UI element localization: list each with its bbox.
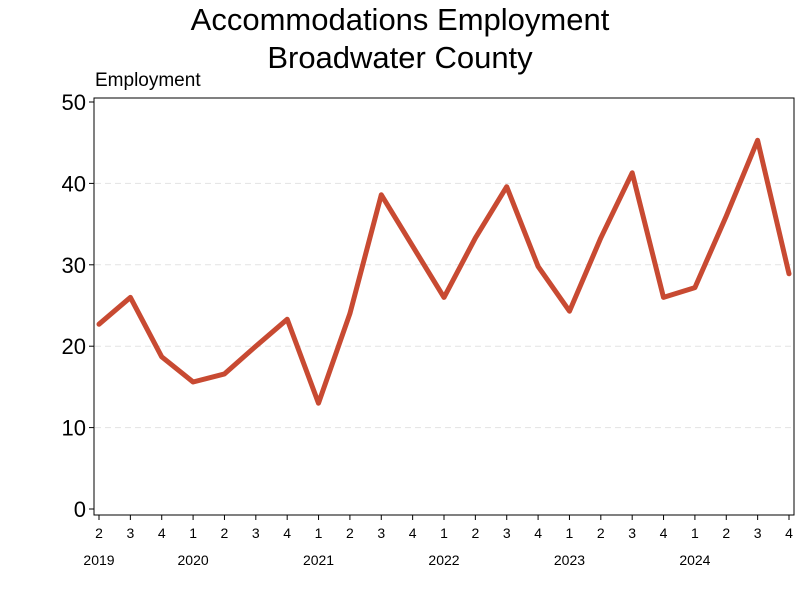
chart-title-line2: Broadwater County [267, 40, 533, 75]
year-label: 2024 [679, 552, 710, 568]
year-label: 2019 [83, 552, 114, 568]
x-tick-label: 1 [315, 525, 323, 541]
y-axis-label: Employment [95, 70, 201, 91]
x-tick-label: 4 [785, 525, 793, 541]
x-tick-label: 3 [126, 525, 134, 541]
gridlines [95, 182, 793, 429]
y-tick-label: 10 [62, 416, 86, 441]
y-tick-label: 30 [62, 253, 86, 278]
chart-title-line1: Accommodations Employment [191, 2, 610, 37]
x-tick-label: 4 [283, 525, 291, 541]
x-tick-label: 1 [691, 525, 699, 541]
year-label: 2020 [178, 552, 209, 568]
x-axis-ticks: 2 3 4 1 2 3 4 1 2 3 4 1 2 3 4 1 2 3 4 1 2 3 4 [95, 515, 793, 541]
x-tick-label: 3 [503, 525, 511, 541]
x-tick-label: 4 [660, 525, 668, 541]
y-tick-label: 20 [62, 334, 86, 359]
x-tick-label: 2 [95, 525, 103, 541]
x-tick-label: 4 [409, 525, 417, 541]
x-tick-label: 1 [440, 525, 448, 541]
x-tick-label: 3 [628, 525, 636, 541]
x-tick-label: 4 [158, 525, 166, 541]
y-tick-label: 40 [62, 171, 86, 196]
y-axis-ticks: 0 10 20 30 40 50 [62, 90, 94, 522]
x-tick-label: 2 [722, 525, 730, 541]
x-tick-label: 3 [377, 525, 385, 541]
x-tick-label: 2 [597, 525, 605, 541]
year-label: 2021 [303, 552, 334, 568]
x-tick-label: 2 [471, 525, 479, 541]
year-label: 2023 [554, 552, 585, 568]
year-label: 2022 [428, 552, 459, 568]
year-labels: 2019 2020 2021 2022 2023 2024 [83, 552, 710, 568]
x-tick-label: 1 [189, 525, 197, 541]
x-tick-label: 3 [252, 525, 260, 541]
x-tick-label: 2 [221, 525, 229, 541]
series-line [96, 137, 792, 406]
plot-frame [93, 97, 795, 516]
y-tick-label: 0 [74, 497, 86, 522]
x-tick-label: 1 [566, 525, 574, 541]
x-tick-label: 4 [534, 525, 542, 541]
x-tick-label: 2 [346, 525, 354, 541]
y-tick-label: 50 [62, 90, 86, 115]
x-tick-label: 3 [754, 525, 762, 541]
